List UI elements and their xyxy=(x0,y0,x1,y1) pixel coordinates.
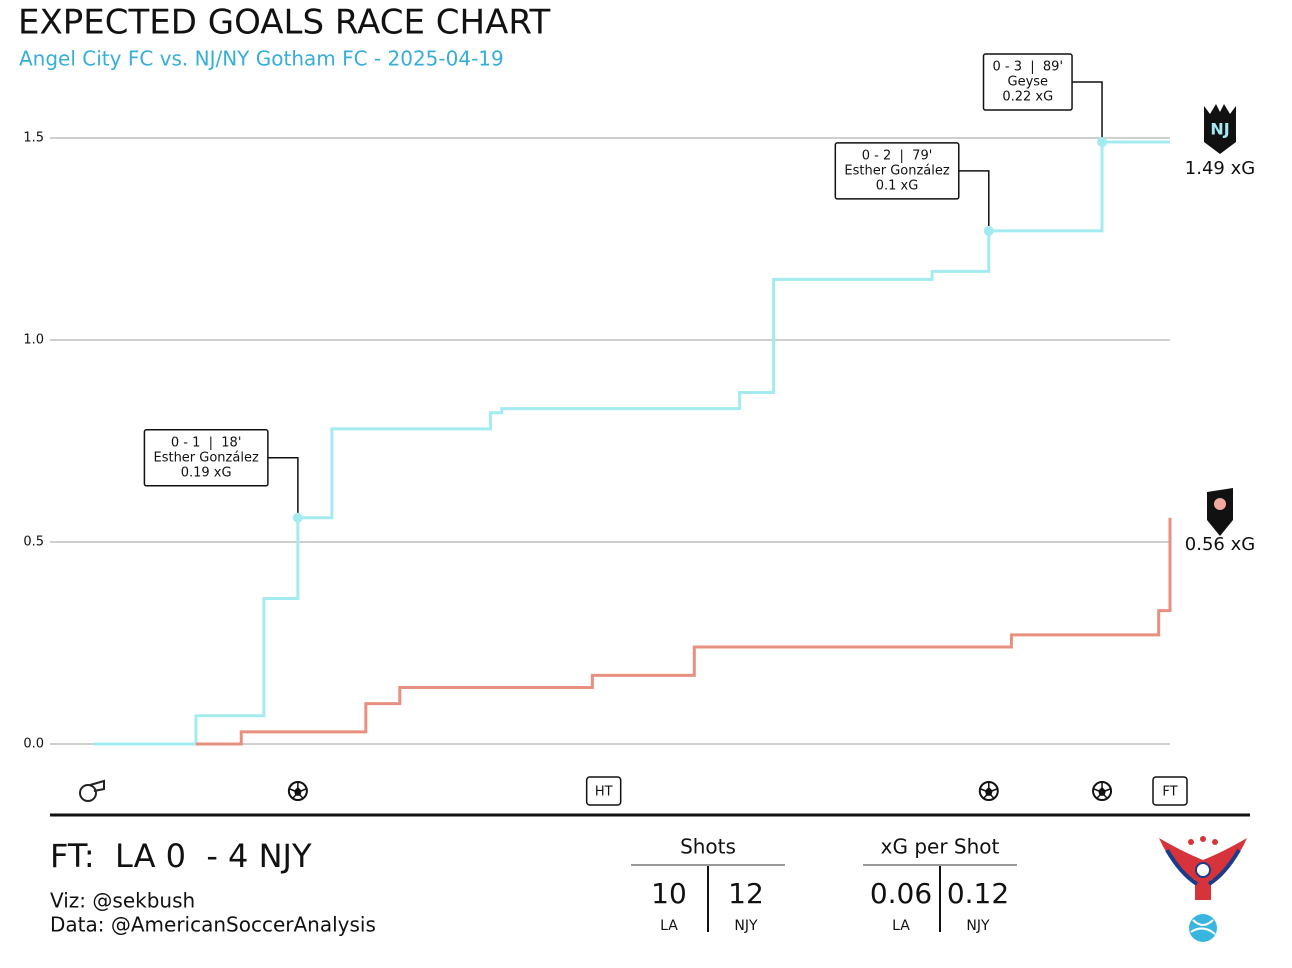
result: FT: LA 0 - 4 NJY xyxy=(50,837,312,875)
goal-icon xyxy=(287,781,308,801)
angel-city-logo xyxy=(1207,488,1233,536)
annotation-text: 0 - 3 | 89' xyxy=(993,60,1064,75)
annotation-text: Esther González xyxy=(153,450,258,465)
period-label: HT xyxy=(595,785,613,800)
stat-value: 12 xyxy=(728,877,764,910)
end-label: 0.56 xG xyxy=(1185,534,1255,555)
xg-line xyxy=(94,140,1170,746)
goal-point xyxy=(983,225,994,236)
annotation-connector xyxy=(1072,81,1103,143)
stat-team: NJY xyxy=(734,918,758,934)
ball-pattern xyxy=(980,782,998,799)
stat-value: 0.06 xyxy=(870,877,932,910)
stat-team: LA xyxy=(660,918,678,934)
period-box xyxy=(585,776,622,806)
stat-team: LA xyxy=(892,918,910,934)
chart-subtitle: Angel City FC vs. NJ/NY Gotham FC - 2025… xyxy=(19,47,504,71)
annotation-connector xyxy=(958,170,990,231)
period-box xyxy=(1152,776,1188,806)
stat-team: NJY xyxy=(966,918,990,934)
xg-line xyxy=(195,517,1172,746)
credit: Data: @AmericanSoccerAnalysis xyxy=(50,913,376,937)
annotation-text: 0 - 1 | 18' xyxy=(171,435,242,450)
y-tick-label: 0.0 xyxy=(23,737,44,752)
y-tick-label: 0.5 xyxy=(23,535,44,550)
annotation-connector xyxy=(267,457,299,518)
y-tick-label: 1.0 xyxy=(23,333,44,348)
nj-logo: NJ xyxy=(1204,104,1236,154)
svg-text:NJ: NJ xyxy=(1210,120,1229,139)
stat-value: 10 xyxy=(651,877,687,910)
annotation-text: 0.19 xG xyxy=(181,465,232,480)
annotation-text: 0.22 xG xyxy=(1002,90,1053,105)
stat-title: Shots xyxy=(680,835,736,859)
credit: Viz: @sekbush xyxy=(50,889,195,913)
ball-pattern xyxy=(289,782,307,799)
annotation-text: 0 - 2 | 79' xyxy=(862,148,933,163)
chart-title: EXPECTED GOALS RACE CHART xyxy=(18,3,550,43)
period-label: FT xyxy=(1162,785,1177,800)
goal-point xyxy=(292,512,303,523)
annotation-text: Esther González xyxy=(844,163,949,178)
y-tick-label: 1.5 xyxy=(23,131,44,146)
goal-icon xyxy=(978,781,999,801)
goal-point xyxy=(1097,137,1108,148)
stat-title: xG per Shot xyxy=(881,835,1000,859)
kickoff-icon xyxy=(79,779,105,802)
annotation-text: 0.1 xG xyxy=(876,178,919,193)
annotation-text: Geyse xyxy=(1008,75,1049,90)
stat-value: 0.12 xyxy=(947,877,1009,910)
end-label: 1.49 xG xyxy=(1185,158,1255,179)
goal-icon xyxy=(1092,781,1113,801)
asa-logo xyxy=(1159,836,1247,942)
ball-pattern xyxy=(1093,782,1111,799)
